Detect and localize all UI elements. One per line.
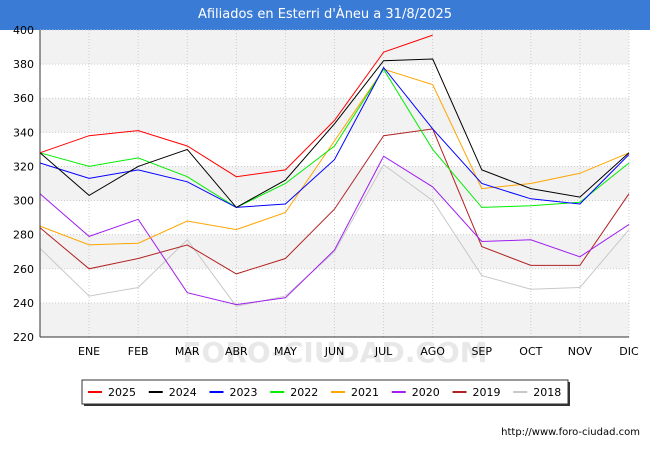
background-band: [40, 200, 629, 235]
legend-box: [81, 379, 569, 405]
background-band: [40, 30, 629, 65]
legend-label-2020: 2020: [412, 386, 440, 399]
legend: 2025 2024 2023 2022 2021 2020 2019 2018: [81, 379, 570, 406]
background-band: [40, 302, 629, 337]
series-line-2024: [39, 58, 630, 209]
y-tick-label: 320: [13, 160, 34, 173]
series-line-2025: [39, 34, 433, 178]
chart-title: Afiliados en Esterri d'Àneu a 31/8/2025: [0, 0, 650, 30]
y-tick-label: 220: [13, 331, 34, 344]
x-tick-label: NOV: [568, 345, 593, 358]
series-line-2021: [39, 68, 630, 246]
y-tick-label: 260: [13, 263, 34, 276]
watermark: FORO-CIUDAD.COM: [182, 336, 487, 369]
x-tick-label: FEB: [128, 345, 149, 358]
legend-label-2021: 2021: [351, 386, 379, 399]
x-tick-label: DIC: [619, 345, 639, 358]
y-tick-label: 340: [13, 126, 34, 139]
x-tick-labels: ENE FEB MAR ABR MAY JUN JUL AGO SEP OCT NOV DIC: [78, 345, 639, 358]
series-lines: [39, 34, 630, 307]
y-tick-labels: 220 240 260 280 300 320 340 360 380 400: [13, 24, 34, 344]
grid-lines: [40, 29, 630, 338]
x-tick-label: JUL: [374, 345, 393, 358]
y-tick-label: 240: [13, 297, 34, 310]
legend-label-2018: 2018: [533, 386, 561, 399]
x-tick-label: ENE: [78, 345, 100, 358]
legend-label-2024: 2024: [169, 386, 197, 399]
x-tick-label: ABR: [225, 345, 248, 358]
y-tick-label: 380: [13, 58, 34, 71]
background-band: [40, 98, 629, 133]
x-tick-label: MAY: [274, 345, 297, 358]
source-url: http://www.foro-ciudad.com: [501, 427, 640, 438]
axes: [39, 30, 629, 338]
series-line-2019: [39, 128, 630, 275]
series-line-2020: [39, 155, 630, 306]
y-tick-label: 360: [13, 92, 34, 105]
y-tick-label: 400: [13, 24, 34, 37]
legend-label-2019: 2019: [473, 386, 501, 399]
x-tick-label: OCT: [519, 345, 542, 358]
y-tick-label: 280: [13, 229, 34, 242]
series-line-2023: [39, 66, 630, 208]
legend-label-2023: 2023: [230, 386, 258, 399]
series-line-2018: [39, 163, 630, 307]
y-tick-label: 300: [13, 195, 34, 208]
x-tick-label: JUN: [324, 345, 345, 358]
legend-label-2022: 2022: [290, 386, 318, 399]
x-tick-label: AGO: [420, 345, 445, 358]
x-tick-label: MAR: [175, 345, 200, 358]
series-line-2022: [39, 68, 630, 208]
x-tick-label: SEP: [471, 345, 492, 358]
background-band: [40, 132, 629, 167]
legend-label-2025: 2025: [108, 386, 136, 399]
